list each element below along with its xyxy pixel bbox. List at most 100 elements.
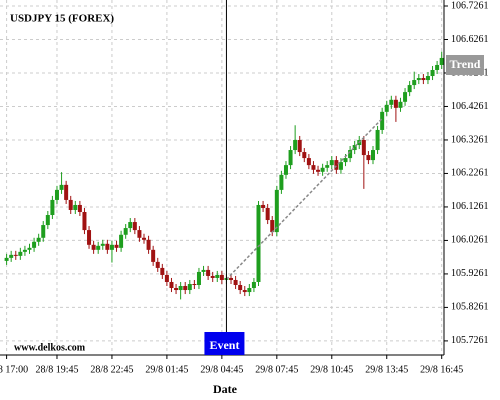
candle-body [119,234,124,248]
x-axis-title: Date [213,382,238,396]
y-tick-label: 105.7261 [451,335,489,346]
candle-body [380,111,385,130]
candle-body [9,254,14,258]
candle-body [430,69,435,77]
candle-body [174,288,179,291]
candle-body [160,267,165,275]
y-tick-label: 105.8261 [451,302,489,313]
y-tick-label: 106.1261 [451,201,489,212]
candle-body [416,78,421,81]
x-tick-label: 29/8 01:45 [145,364,188,375]
candle-body [96,245,101,250]
candle-body [403,92,408,102]
candle-body [87,230,92,245]
trend-label: Trend [450,57,481,71]
grid [0,0,444,355]
trend-label-box [446,55,484,75]
candle-body [265,207,270,221]
candle-body [393,99,398,108]
candle-body [311,165,316,170]
candle-body [123,228,128,235]
candle-body [421,78,426,81]
y-tick-label: 106.6261 [451,34,489,45]
candle-body [389,99,394,105]
candle-body [206,269,211,276]
candle-body [233,279,238,286]
candle-body [247,288,252,293]
y-tick-label: 106.0261 [451,235,489,246]
candle-body [412,80,417,86]
candle-body [155,261,160,268]
candle-body [293,139,298,151]
candle-body [192,284,197,286]
candle-body [288,150,293,166]
x-tick-label: 29/8 16:45 [420,364,463,375]
candle-body [366,155,371,161]
candle-body [398,101,403,108]
y-tick-label: 105.9261 [451,268,489,279]
candle-body [18,251,23,256]
candle-body [109,244,114,250]
trend-line [225,118,383,280]
event-box [204,332,245,355]
candle-body [27,247,32,250]
candle-body [105,243,110,250]
candle-body [238,285,243,291]
candle-body [183,286,188,291]
candle-body [73,204,78,210]
candle-body [361,139,366,156]
candle-body [329,160,334,166]
candle-body [270,220,275,233]
candle-body [91,244,96,250]
candle-body [164,274,169,282]
candle-body [22,249,27,252]
candle-body [77,204,82,212]
x-tick-label: 28/8 22:45 [90,364,133,375]
candle-body [352,145,357,151]
candle-body [187,284,192,291]
candle-body [128,222,133,229]
candle-body [348,150,353,159]
candle-body [384,104,389,112]
candle-body [219,274,224,280]
candle-body [302,152,307,159]
candle-body [151,249,156,262]
y-tick-label: 106.7261 [451,0,489,11]
candle-body [425,76,430,81]
y-tick-label: 106.4261 [451,101,489,112]
candle-body [64,184,69,200]
candle-body [50,199,55,216]
candle-body [132,222,137,231]
candle-body [4,257,9,261]
candle-body [114,244,119,248]
candle-body [325,165,330,168]
candle-body [439,57,444,65]
candle-body [297,139,302,153]
candle-body [201,269,206,272]
candle-body [229,277,234,280]
candle-body [82,211,87,231]
candle-body [196,271,201,286]
candle-body [215,274,220,278]
candle-body [36,237,41,242]
candle-body [68,199,73,210]
candle-body [169,281,174,289]
x-tick-label: 28/8 17:00 [0,364,28,375]
candle-body [274,189,279,233]
candle-body [45,215,50,226]
candle-body [261,204,266,208]
candle-body [371,150,375,161]
candle-body [256,204,261,282]
candle-body [32,241,37,248]
candle-body [334,160,339,170]
candle-body [54,189,59,200]
candle-body [306,158,311,166]
watermark: www.delkos.com [14,342,86,353]
candle-body [343,158,348,163]
candle-body [279,174,284,190]
candle-body [137,230,142,238]
candle-body [178,286,183,291]
candles [4,51,444,300]
